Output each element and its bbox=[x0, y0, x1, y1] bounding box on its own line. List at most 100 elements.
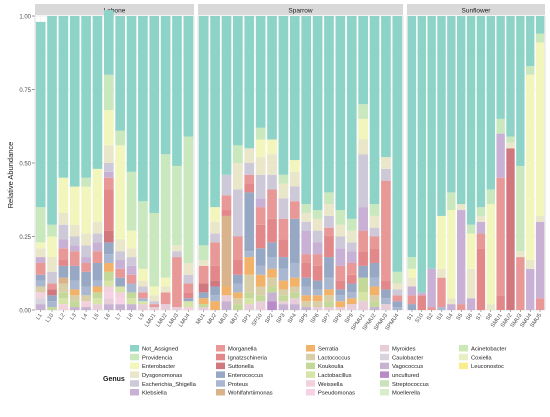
bar-segment-lactococcus bbox=[35, 286, 46, 293]
bar-segment-serratia bbox=[301, 295, 312, 302]
x-tick-label: SP1 bbox=[241, 313, 252, 325]
bar-segment-enterobacter bbox=[58, 177, 69, 213]
bar-segment-escherichia-shigella bbox=[278, 198, 289, 219]
bar-segment-morganella bbox=[278, 218, 289, 240]
bar-segment-proteus bbox=[267, 257, 277, 269]
bar-segment-not-assigned bbox=[476, 16, 486, 208]
bar-segment-morganella bbox=[267, 189, 277, 219]
bar-segment-klebsiella bbox=[526, 268, 535, 310]
legend-swatch bbox=[216, 345, 225, 352]
x-tick-label: SP2 bbox=[264, 313, 275, 325]
legend-item: Myroides bbox=[380, 345, 416, 353]
bar-segment-serratia bbox=[255, 274, 266, 287]
bar-segment-enterobacter bbox=[447, 210, 456, 299]
bar-segment-klebsiella bbox=[358, 207, 368, 231]
bar-segment-vagococcus bbox=[126, 304, 137, 310]
bar-segment-morganella bbox=[221, 195, 232, 211]
facet-strip-label: Lebone bbox=[104, 8, 126, 15]
bar-segment-myroides bbox=[312, 307, 323, 310]
bar-segment-vagococcus bbox=[35, 304, 46, 310]
bar-segment-klebsiella bbox=[312, 242, 323, 255]
bar-segment-myroides bbox=[103, 298, 114, 305]
bar-segment-not-assigned bbox=[526, 16, 535, 66]
legend-swatch bbox=[130, 389, 139, 396]
bar-segment-not-assigned bbox=[381, 16, 391, 158]
bar-segment-escherichia-shigella bbox=[233, 189, 243, 237]
x-tick-label: S7 bbox=[475, 313, 484, 322]
legend-item: Vagococcus bbox=[380, 362, 423, 370]
bar-segment-not-assigned bbox=[312, 16, 323, 211]
bar-segment-providencia bbox=[183, 136, 194, 263]
bar-segment-morganella bbox=[346, 262, 357, 275]
bar-s5 bbox=[457, 16, 466, 310]
bar-segment-lactococcus bbox=[58, 283, 69, 293]
bar-segment-escherichia-shigella bbox=[289, 186, 300, 202]
bar-segment-providencia bbox=[447, 192, 456, 211]
bar-segment-enterobacter bbox=[407, 268, 417, 278]
bar-segment-not-assigned bbox=[149, 16, 160, 213]
legend-swatch bbox=[306, 380, 315, 387]
bar-segment-vagococcus bbox=[289, 304, 300, 310]
bar-segment-proteus bbox=[138, 298, 148, 302]
bar-s3 bbox=[437, 16, 446, 310]
bar-segment-dysgonomonas bbox=[369, 215, 380, 228]
bar-segment-serratia bbox=[267, 268, 277, 278]
bar-s7 bbox=[476, 16, 486, 310]
bar-segment-koukoulia bbox=[267, 286, 277, 293]
x-tick-label: SP10 bbox=[251, 313, 264, 328]
bar-segment-enterobacter bbox=[103, 110, 114, 146]
bar-segment-morganella bbox=[335, 265, 346, 281]
bar-segment-escherichia-shigella bbox=[172, 251, 182, 258]
bar-segment-ignatzschineria bbox=[210, 265, 220, 281]
bar-segment-proteus bbox=[381, 298, 391, 305]
bar-segment-dysgonomonas bbox=[126, 248, 137, 258]
bar-segment-ignatzschineria bbox=[346, 274, 357, 284]
bar-segment-not-assigned bbox=[407, 16, 417, 258]
bar-segment-koukoulia bbox=[278, 295, 289, 302]
bar-lmu4 bbox=[183, 16, 194, 310]
bar-segment-lactococcus bbox=[289, 286, 300, 293]
bar-segment-not-assigned bbox=[496, 16, 505, 119]
bar-segment-ignatzschineria bbox=[312, 265, 323, 281]
bar-segment-proteus bbox=[81, 286, 91, 296]
bar-segment-morganella bbox=[255, 207, 266, 225]
bar-segment-enterococcus bbox=[278, 257, 289, 269]
bar-segment-morganella bbox=[198, 265, 209, 284]
bar-s10 bbox=[417, 16, 426, 310]
bar-spmu3 bbox=[381, 16, 391, 310]
bar-segment-weissella bbox=[35, 292, 46, 299]
x-tick-label: S4 bbox=[446, 313, 455, 322]
legend-item: Acinetobacter bbox=[459, 345, 507, 353]
bar-segment-enterobacter bbox=[526, 74, 535, 261]
bar-segment-ignatzschineria bbox=[335, 280, 346, 290]
bar-l5 bbox=[92, 16, 103, 310]
bar-segment-vagococcus bbox=[221, 301, 232, 310]
y-tick-label: 0.00 bbox=[19, 309, 31, 315]
bar-segment-klebsiella bbox=[69, 245, 80, 252]
bar-segment-escherichia-shigella bbox=[103, 163, 114, 172]
bar-segment-morganella bbox=[35, 262, 46, 275]
bar-segment-enterococcus bbox=[312, 280, 323, 290]
bar-segment-dysgonomonas bbox=[92, 221, 103, 234]
bar-mu1 bbox=[198, 16, 209, 310]
x-tick-label: L5 bbox=[92, 313, 100, 322]
bar-segment-caulobacter bbox=[35, 298, 46, 305]
legend-swatch bbox=[380, 389, 389, 396]
bar-segment-koukoulia bbox=[69, 301, 80, 308]
bar-segment-not-assigned bbox=[447, 16, 456, 193]
bar-segment-enterobacter bbox=[47, 236, 57, 258]
bar-segment-enterobacter bbox=[138, 268, 148, 281]
legend-item: Klebsiella bbox=[130, 389, 168, 397]
bar-segment-suttonella bbox=[47, 289, 57, 296]
bar-segment-morganella bbox=[476, 233, 486, 249]
bar-segment-dysgonomonas bbox=[516, 251, 525, 258]
x-tick-label: S3 bbox=[436, 313, 445, 322]
bar-segment-proteus bbox=[35, 280, 46, 287]
legend-swatch bbox=[459, 345, 468, 352]
bar-segment-dysgonomonas bbox=[335, 224, 346, 237]
bar-segment-dysgonomonas bbox=[312, 218, 323, 231]
bar-segment-lactobacillus bbox=[244, 298, 255, 305]
legend-swatch bbox=[306, 362, 315, 370]
bar-l9 bbox=[138, 16, 148, 310]
